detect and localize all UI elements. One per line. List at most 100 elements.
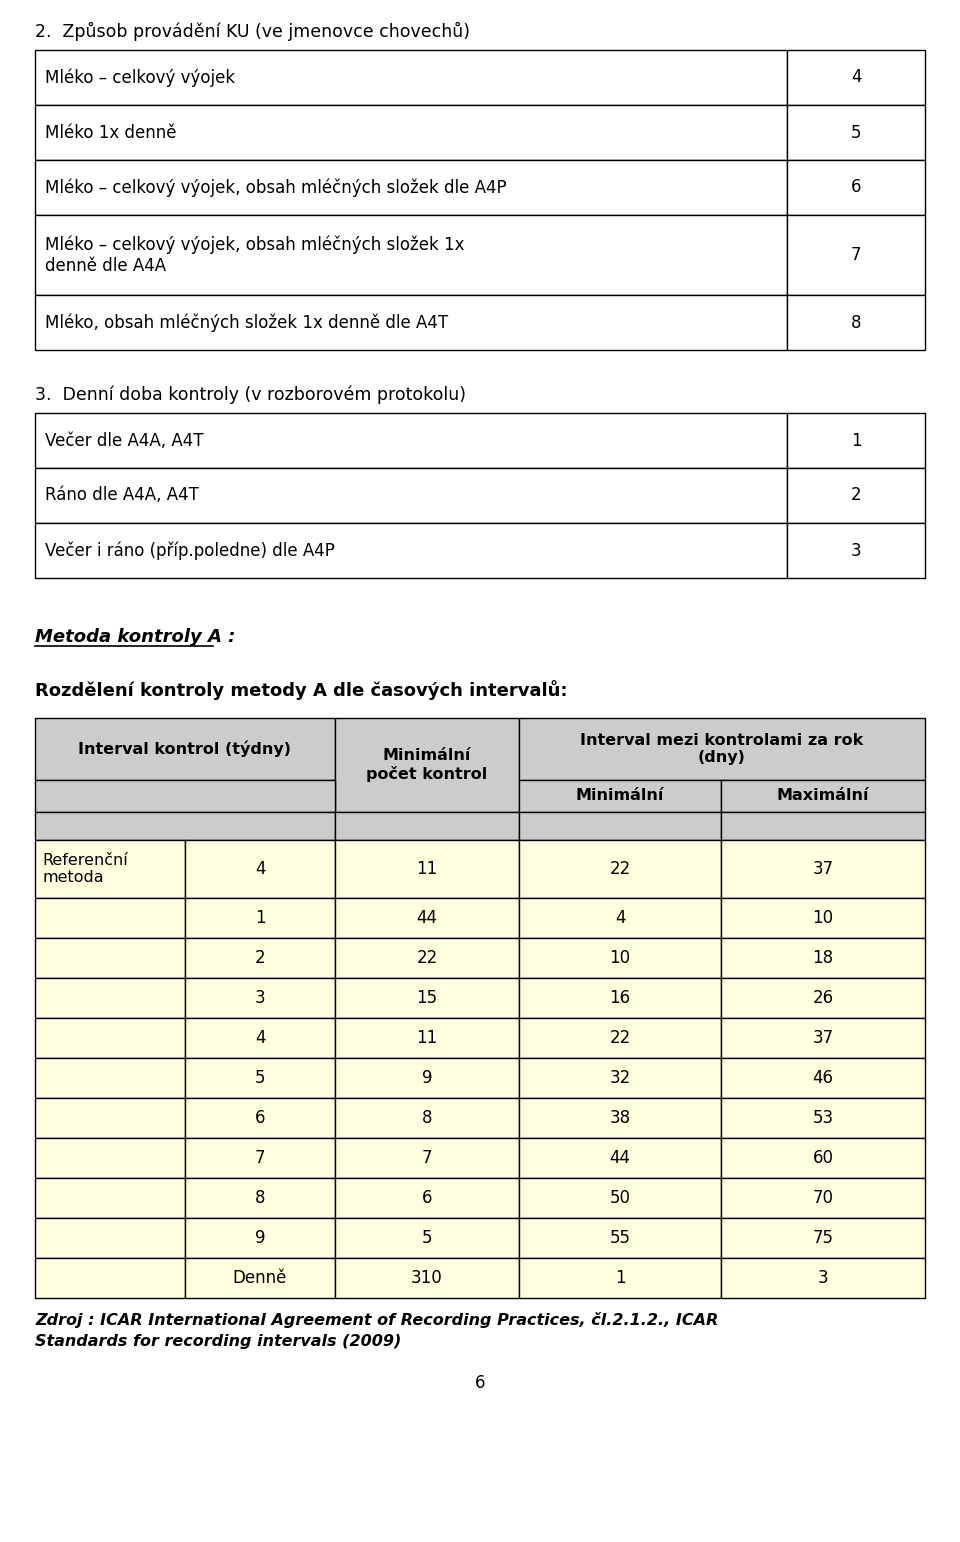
Text: 44: 44 (610, 1149, 631, 1167)
Bar (787, 523, 925, 578)
Bar (519, 813, 721, 840)
Bar (335, 1258, 519, 1298)
Bar (519, 1058, 721, 1098)
Bar (787, 160, 925, 214)
Bar (35, 523, 787, 578)
Bar (35, 295, 787, 350)
Bar (519, 938, 721, 978)
Text: 46: 46 (812, 1069, 833, 1087)
Text: 5: 5 (851, 123, 861, 142)
Text: 1: 1 (851, 432, 861, 450)
Text: 6: 6 (421, 1189, 432, 1207)
Bar (335, 978, 519, 1018)
Text: 9: 9 (421, 1069, 432, 1087)
Bar (35, 1138, 185, 1178)
Bar (35, 1098, 185, 1138)
Text: Mléko, obsah mléčných složek 1x denně dle A4T: Mléko, obsah mléčných složek 1x denně dl… (45, 313, 448, 332)
Text: 3.  Denní doba kontroly (v rozborovém protokolu): 3. Denní doba kontroly (v rozborovém pro… (35, 386, 466, 404)
Text: Denně: Denně (233, 1269, 287, 1288)
Bar (335, 1018, 519, 1058)
Text: 11: 11 (417, 1029, 438, 1047)
Bar (185, 897, 335, 938)
Text: 75: 75 (812, 1229, 833, 1247)
Bar (335, 1058, 519, 1098)
Text: 18: 18 (812, 948, 833, 967)
Bar (35, 469, 787, 523)
Text: 50: 50 (610, 1189, 631, 1207)
Text: 9: 9 (254, 1229, 265, 1247)
Bar (335, 813, 519, 840)
Bar (35, 813, 335, 840)
Text: Minimální
počet kontrol: Minimální počet kontrol (367, 748, 488, 782)
Text: 4: 4 (851, 68, 861, 86)
Text: Zdroj : ICAR International Agreement of Recording Practices, čl.2.1.2., ICAR: Zdroj : ICAR International Agreement of … (35, 1312, 718, 1328)
Text: 60: 60 (812, 1149, 833, 1167)
Bar (519, 719, 925, 780)
Bar (519, 780, 721, 813)
Bar (335, 938, 519, 978)
Text: Rozdělení kontroly metody A dle časových intervalů:: Rozdělení kontroly metody A dle časových… (35, 680, 567, 700)
Bar (35, 413, 787, 469)
Text: 3: 3 (851, 541, 861, 560)
Text: 10: 10 (812, 908, 833, 927)
Text: 5: 5 (421, 1229, 432, 1247)
Bar (721, 938, 925, 978)
Bar (721, 1218, 925, 1258)
Text: 3: 3 (818, 1269, 828, 1288)
Text: 7: 7 (851, 247, 861, 264)
Bar (335, 1178, 519, 1218)
Bar (35, 978, 185, 1018)
Bar (335, 897, 519, 938)
Text: 70: 70 (812, 1189, 833, 1207)
Text: Večer i ráno (příp.poledne) dle A4P: Večer i ráno (příp.poledne) dle A4P (45, 541, 335, 560)
Bar (721, 813, 925, 840)
Bar (185, 1138, 335, 1178)
Text: Maximální: Maximální (777, 788, 869, 803)
Bar (721, 978, 925, 1018)
Bar (185, 1098, 335, 1138)
Text: 3: 3 (254, 988, 265, 1007)
Bar (787, 105, 925, 160)
Bar (35, 719, 335, 780)
Bar (787, 469, 925, 523)
Text: 22: 22 (417, 948, 438, 967)
Text: Mléko – celkový výojek, obsah mléčných složek dle A4P: Mléko – celkový výojek, obsah mléčných s… (45, 179, 507, 197)
Bar (721, 1058, 925, 1098)
Bar (35, 1218, 185, 1258)
Bar (787, 413, 925, 469)
Bar (721, 1018, 925, 1058)
Bar (787, 214, 925, 295)
Bar (185, 1258, 335, 1298)
Text: 6: 6 (475, 1374, 485, 1392)
Text: 6: 6 (851, 179, 861, 196)
Bar (185, 1218, 335, 1258)
Bar (787, 49, 925, 105)
Bar (35, 1258, 185, 1298)
Text: 5: 5 (254, 1069, 265, 1087)
Bar (335, 1138, 519, 1178)
Text: Ráno dle A4A, A4T: Ráno dle A4A, A4T (45, 486, 199, 504)
Bar (519, 1178, 721, 1218)
Text: 15: 15 (417, 988, 438, 1007)
Bar (35, 1018, 185, 1058)
Bar (721, 1258, 925, 1298)
Text: Mléko – celkový výojek, obsah mléčných složek 1x
denně dle A4A: Mléko – celkový výojek, obsah mléčných s… (45, 236, 465, 274)
Text: 32: 32 (610, 1069, 631, 1087)
Bar (185, 840, 335, 897)
Bar (35, 49, 787, 105)
Bar (185, 978, 335, 1018)
Text: 7: 7 (421, 1149, 432, 1167)
Bar (519, 978, 721, 1018)
Bar (35, 105, 787, 160)
Bar (35, 780, 335, 813)
Text: 7: 7 (254, 1149, 265, 1167)
Text: 10: 10 (610, 948, 631, 967)
Text: 26: 26 (812, 988, 833, 1007)
Bar (721, 897, 925, 938)
Bar (721, 780, 925, 813)
Text: 53: 53 (812, 1109, 833, 1127)
Text: Metoda kontroly A :: Metoda kontroly A : (35, 628, 235, 646)
Bar (35, 897, 185, 938)
Text: 2.  Způsob provádění KU (ve jmenovce chovechů): 2. Způsob provádění KU (ve jmenovce chov… (35, 22, 470, 42)
Text: 2: 2 (254, 948, 265, 967)
